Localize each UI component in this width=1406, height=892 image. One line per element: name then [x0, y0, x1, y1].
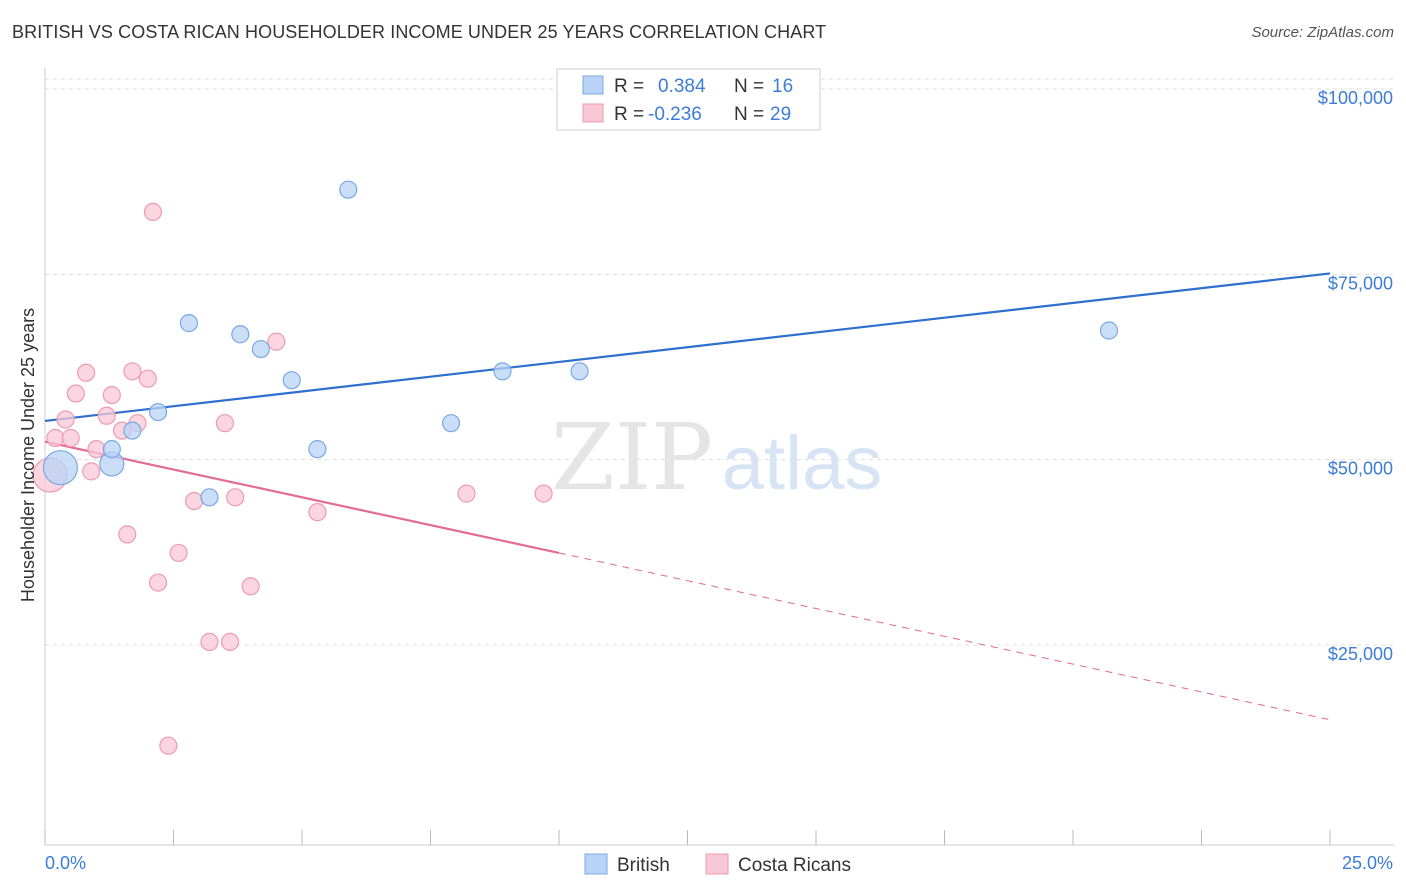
- costa-point: [308, 503, 327, 522]
- costa-point: [159, 736, 178, 755]
- costa-point: [66, 384, 85, 403]
- british-point: [42, 450, 79, 486]
- costa-point: [267, 332, 286, 351]
- british-point: [179, 314, 199, 333]
- costa-point: [184, 491, 204, 511]
- legend-british-swatch: [582, 75, 604, 95]
- british-point: [441, 414, 461, 433]
- british-point: [282, 371, 301, 390]
- costa-point: [220, 632, 240, 651]
- costa-point: [77, 363, 96, 382]
- british-trend-line: [44, 272, 1331, 423]
- british-point: [570, 362, 589, 381]
- costa-trend-line: [44, 440, 560, 554]
- grid-lines: [45, 78, 1394, 646]
- legend-costa-n-value: 29: [770, 104, 791, 125]
- bottom-legend-british-swatch: [584, 853, 608, 875]
- costa-point: [87, 440, 106, 459]
- watermark-zip: ZIP: [551, 404, 713, 511]
- tick-labels: $25,000 $50,000 $75,000 $100,000 0.0% 25.0%: [45, 88, 1393, 873]
- x-tick-label: 0.0%: [45, 853, 86, 873]
- british-point: [339, 180, 358, 199]
- costa-point: [457, 484, 476, 503]
- legend-costa-r-value: -0.236: [648, 104, 702, 125]
- y-tick-label: $100,000: [1318, 88, 1393, 108]
- british-point: [102, 440, 121, 459]
- points: [32, 180, 1119, 755]
- costa-point: [118, 525, 137, 544]
- bottom-legend-costa-swatch: [705, 853, 729, 875]
- costa-point: [169, 543, 188, 563]
- costa-point: [82, 462, 101, 481]
- watermark-atlas: atlas: [722, 421, 883, 506]
- legend-british-n-label: N =: [734, 76, 764, 97]
- legend: R = 0.384 N = 16 R = -0.236 N = 29: [556, 68, 821, 131]
- legend-british-n-value: 16: [772, 76, 793, 97]
- costa-trend-line-extension: [558, 552, 1331, 721]
- y-axis-label: Householder Income Under 25 years: [18, 308, 38, 602]
- bottom-legend-british-label: British: [617, 855, 670, 876]
- bottom-legend-costa-label: Costa Ricans: [738, 855, 851, 876]
- y-tick-label: $25,000: [1328, 644, 1393, 664]
- trend-lines: [44, 272, 1331, 721]
- source-label: Source: ZipAtlas.com: [1251, 24, 1394, 41]
- costa-point: [215, 414, 234, 433]
- costa-point: [200, 632, 219, 651]
- costa-point: [143, 202, 163, 222]
- axes: [44, 68, 1394, 846]
- legend-british-r-value: 0.384: [658, 76, 706, 97]
- chart-title: BRITISH VS COSTA RICAN HOUSEHOLDER INCOM…: [12, 22, 827, 42]
- costa-point: [123, 362, 142, 381]
- costa-point: [46, 428, 65, 448]
- y-tick-label: $50,000: [1328, 459, 1393, 479]
- costa-point: [56, 410, 75, 429]
- costa-point: [138, 369, 157, 388]
- bottom-legend: British Costa Ricans: [584, 853, 851, 876]
- costa-point: [241, 577, 260, 596]
- watermark: ZIP atlas: [551, 404, 882, 511]
- british-point: [1099, 321, 1119, 340]
- british-point: [123, 421, 142, 440]
- british-point: [200, 488, 219, 507]
- british-point: [148, 402, 168, 422]
- costa-point: [97, 406, 116, 425]
- legend-costa-swatch: [582, 103, 604, 123]
- y-tick-label: $75,000: [1328, 273, 1393, 293]
- british-point: [251, 339, 270, 359]
- x-tick-label: 25.0%: [1342, 853, 1393, 873]
- costa-point: [226, 488, 245, 507]
- costa-point: [148, 573, 168, 592]
- british-point: [493, 362, 512, 381]
- legend-british-r-label: R =: [614, 76, 644, 97]
- british-point: [231, 325, 250, 344]
- costa-point: [102, 385, 121, 405]
- british-point: [308, 440, 327, 459]
- costa-point: [534, 484, 553, 503]
- costa-point: [61, 428, 80, 448]
- legend-costa-n-label: N =: [734, 104, 764, 125]
- legend-costa-r-label: R =: [614, 104, 644, 125]
